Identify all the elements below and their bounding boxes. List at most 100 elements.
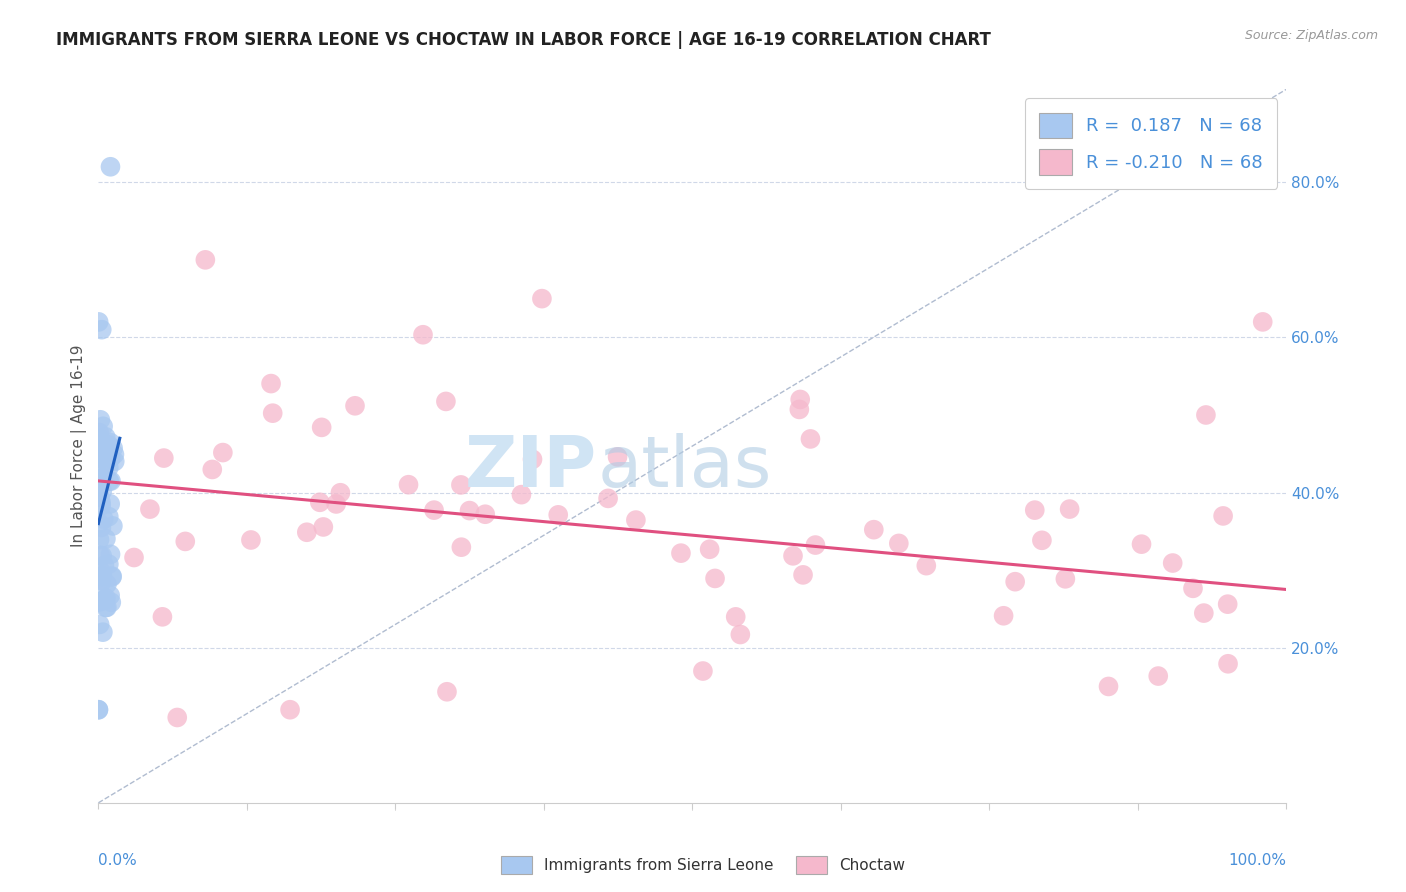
Point: [782, 549, 804, 563]
Point: [412, 327, 434, 342]
Point: [91, 569, 114, 583]
Text: atlas: atlas: [598, 433, 772, 502]
Point: [87, 315, 110, 329]
Point: [887, 536, 910, 550]
Point: [624, 513, 647, 527]
Point: [97, 460, 120, 475]
Point: [98, 589, 121, 603]
Point: [89, 432, 111, 446]
Point: [311, 420, 333, 434]
Point: [90, 499, 112, 513]
Text: IMMIGRANTS FROM SIERRA LEONE VS CHOCTAW IN LABOR FORCE | AGE 16-19 CORRELATION C: IMMIGRANTS FROM SIERRA LEONE VS CHOCTAW …: [56, 31, 991, 49]
Point: [423, 503, 446, 517]
Text: 100.0%: 100.0%: [1229, 853, 1286, 868]
Point: [94, 430, 117, 444]
Point: [103, 447, 125, 461]
Point: [239, 533, 262, 547]
Point: [94, 600, 117, 615]
Point: [792, 567, 814, 582]
Point: [699, 542, 721, 557]
Point: [174, 534, 197, 549]
Point: [704, 571, 727, 585]
Point: [100, 160, 122, 174]
Point: [91, 625, 114, 640]
Point: [325, 497, 347, 511]
Point: [596, 491, 619, 506]
Point: [730, 627, 752, 641]
Point: [97, 509, 120, 524]
Point: [153, 451, 176, 466]
Point: [90, 495, 112, 509]
Point: [308, 495, 330, 509]
Point: [724, 610, 747, 624]
Legend: Immigrants from Sierra Leone, Choctaw: Immigrants from Sierra Leone, Choctaw: [495, 850, 911, 880]
Point: [1147, 669, 1170, 683]
Point: [606, 450, 628, 464]
Point: [862, 523, 884, 537]
Point: [87, 703, 110, 717]
Point: [97, 558, 120, 572]
Point: [1182, 582, 1205, 596]
Point: [804, 538, 827, 552]
Point: [1251, 315, 1274, 329]
Point: [669, 546, 692, 560]
Point: [329, 485, 352, 500]
Point: [799, 432, 821, 446]
Point: [458, 503, 481, 517]
Point: [90, 520, 112, 534]
Text: 0.0%: 0.0%: [98, 853, 138, 868]
Point: [87, 485, 110, 500]
Point: [93, 558, 115, 573]
Point: [90, 444, 112, 458]
Point: [1216, 597, 1239, 611]
Legend: R =  0.187   N = 68, R = -0.210   N = 68: R = 0.187 N = 68, R = -0.210 N = 68: [1025, 98, 1278, 189]
Point: [474, 507, 496, 521]
Point: [510, 488, 533, 502]
Point: [1031, 533, 1053, 548]
Point: [1059, 502, 1081, 516]
Point: [450, 540, 472, 554]
Point: [91, 569, 114, 583]
Point: [343, 399, 366, 413]
Point: [194, 252, 217, 267]
Point: [295, 525, 318, 540]
Point: [101, 569, 124, 583]
Point: [89, 595, 111, 609]
Point: [91, 471, 114, 485]
Point: [166, 710, 188, 724]
Point: [398, 477, 420, 491]
Point: [94, 593, 117, 607]
Point: [90, 445, 112, 459]
Point: [96, 577, 118, 591]
Point: [434, 394, 457, 409]
Point: [101, 519, 124, 533]
Point: [1195, 408, 1218, 422]
Point: [100, 450, 122, 465]
Point: [262, 406, 284, 420]
Point: [1004, 574, 1026, 589]
Point: [522, 452, 544, 467]
Point: [89, 413, 111, 427]
Point: [1054, 572, 1077, 586]
Point: [1212, 508, 1234, 523]
Point: [1130, 537, 1153, 551]
Point: [89, 564, 111, 578]
Point: [139, 502, 162, 516]
Point: [98, 497, 121, 511]
Point: [789, 392, 811, 407]
Point: [91, 549, 114, 563]
Point: [530, 292, 553, 306]
Point: [94, 591, 117, 606]
Text: ZIP: ZIP: [465, 433, 598, 502]
Point: [90, 576, 112, 591]
Point: [87, 473, 110, 487]
Point: [278, 703, 301, 717]
Point: [100, 474, 122, 488]
Point: [1192, 606, 1215, 620]
Point: [90, 323, 112, 337]
Point: [90, 442, 112, 457]
Point: [101, 570, 124, 584]
Point: [100, 595, 122, 609]
Point: [1216, 657, 1239, 671]
Point: [104, 454, 127, 468]
